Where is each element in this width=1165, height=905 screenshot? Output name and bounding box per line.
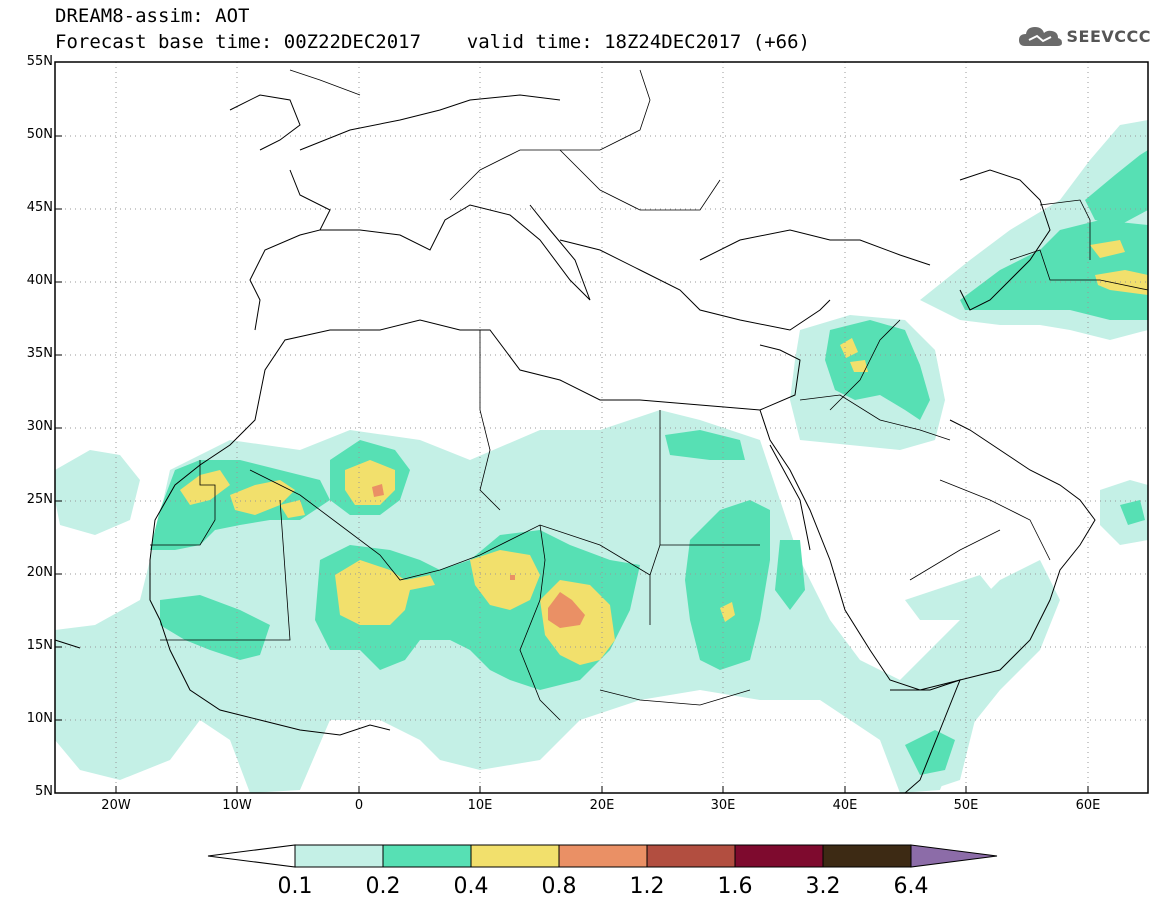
lat-label: 55N — [26, 54, 53, 69]
lon-label: 0 — [354, 798, 364, 813]
legend-label: 0.8 — [541, 874, 577, 899]
lat-label: 25N — [26, 492, 53, 507]
legend-label: 1.2 — [629, 874, 665, 899]
lon-label: 10W — [222, 798, 252, 813]
map-title: DREAM8-assim: AOT — [55, 5, 250, 27]
lon-label: 10E — [467, 798, 493, 813]
legend-label: 0.2 — [365, 874, 401, 899]
lon-label: 40E — [832, 798, 858, 813]
lat-label: 45N — [26, 200, 53, 215]
legend-label: 0.1 — [277, 874, 313, 899]
lat-label: 35N — [26, 346, 53, 361]
axis-ticks — [55, 135, 1089, 793]
lat-label: 20N — [26, 565, 53, 580]
legend-label: 3.2 — [805, 874, 841, 899]
lat-label: 15N — [26, 638, 53, 653]
brand-name: SEEVCCC — [1066, 26, 1151, 46]
aot-layer-0-8 — [372, 484, 585, 628]
legend-label: 0.4 — [453, 874, 489, 899]
country-borders — [150, 69, 1149, 721]
lat-label: 5N — [35, 784, 53, 799]
lat-label: 40N — [26, 273, 53, 288]
lon-label: 20W — [101, 798, 131, 813]
lon-label: 50E — [953, 798, 979, 813]
legend-label: 1.6 — [717, 874, 753, 899]
brand-logo: SEEVCCC — [1017, 22, 1152, 50]
lat-label: 30N — [26, 419, 53, 434]
forecast-times: Forecast base time: 00Z22DEC2017 valid t… — [55, 31, 810, 53]
lat-label: 50N — [26, 127, 53, 142]
lon-label: 30E — [710, 798, 736, 813]
lon-label: 60E — [1075, 798, 1101, 813]
lon-label: 20E — [589, 798, 615, 813]
coastlines — [54, 94, 1096, 794]
lat-label: 10N — [26, 711, 53, 726]
cloud-icon — [1018, 27, 1062, 46]
legend-label: 6.4 — [893, 874, 929, 899]
